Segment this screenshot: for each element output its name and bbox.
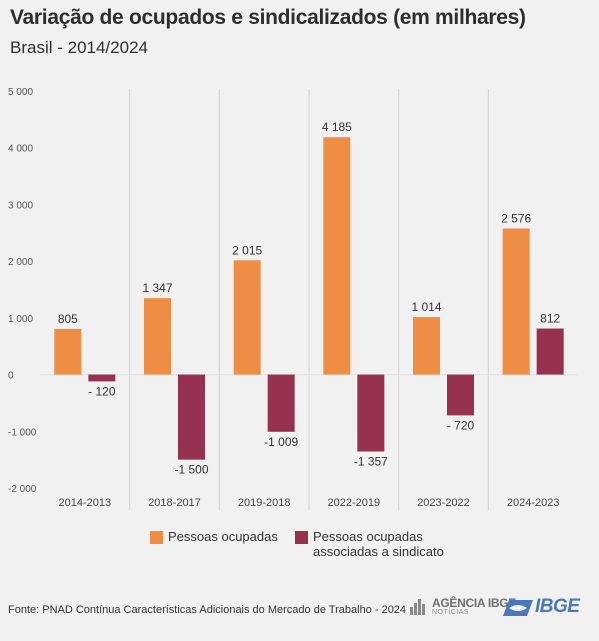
y-tick-label: 3 000: [8, 200, 33, 211]
y-tick-label: 0: [8, 371, 14, 382]
legend-swatch-ocupadas: [150, 531, 163, 544]
y-tick-label: 4 000: [8, 144, 33, 155]
ibge-logo: IBGE: [503, 596, 593, 620]
bar-sindicalizados: [178, 374, 205, 460]
bar-sindicalizados: [267, 374, 295, 432]
ibge-logo-icon: [503, 600, 533, 616]
agencia-logo-icon: [410, 599, 425, 615]
legend-label-sindicalizados-line1: Pessoas ocupadas: [313, 529, 423, 544]
data-label-ocupadas: 2 015: [232, 243, 262, 257]
bar-ocupadas: [233, 260, 261, 375]
chart-title: Variação de ocupados e sindicalizados (e…: [10, 6, 526, 29]
legend-swatch-sindicalizados: [295, 531, 308, 544]
data-label-ocupadas: 1 014: [411, 300, 441, 314]
data-label-sindicalizados: - 120: [88, 384, 116, 398]
x-tick-label: 2024-2023: [507, 497, 560, 509]
x-tick-label: 2018-2017: [148, 497, 201, 509]
bar-sindicalizados: [447, 374, 474, 416]
x-tick-label: 2022-2019: [328, 497, 381, 509]
source-note: Fonte: PNAD Contínua Características Adi…: [8, 604, 407, 616]
data-label-ocupadas: 4 185: [322, 120, 352, 134]
bar-ocupadas: [323, 137, 351, 375]
bar-ocupadas: [502, 228, 530, 375]
y-tick-label: 1 000: [8, 314, 33, 325]
bar-ocupadas: [54, 328, 82, 375]
agencia-logo-sub: NOTÍCIAS: [432, 609, 470, 616]
bar-sindicalizados: [536, 328, 564, 375]
legend-label-ocupadas: Pessoas ocupadas: [168, 529, 278, 544]
data-label-ocupadas: 1 347: [142, 281, 172, 295]
agencia-logo-name: AGÊNCIA IBGE: [432, 596, 516, 610]
x-tick-label: 2014-2013: [59, 497, 112, 509]
data-label-sindicalizados: -1 009: [264, 435, 298, 449]
x-tick-label: 2019-2018: [238, 497, 291, 509]
ibge-logo-name: IBGE: [535, 596, 580, 617]
y-tick-label: -2 000: [8, 484, 37, 495]
data-label-sindicalizados: 812: [540, 312, 560, 326]
data-label-sindicalizados: - 720: [447, 418, 475, 432]
data-label-ocupadas: 805: [58, 312, 78, 326]
x-tick-label: 2023-2022: [417, 497, 470, 509]
bar-ocupadas: [413, 317, 440, 375]
legend-label-sindicalizados-line2: associadas a sindicato: [313, 544, 444, 559]
agencia-ibge-logo: AGÊNCIA IBGE NOTÍCIAS: [410, 596, 516, 620]
bar-sindicalizados: [357, 374, 385, 452]
y-tick-label: -1 000: [8, 427, 37, 438]
y-tick-label: 2 000: [8, 257, 33, 268]
bar-ocupadas: [144, 298, 171, 375]
y-tick-label: 5 000: [8, 87, 33, 98]
data-label-ocupadas: 2 576: [501, 211, 531, 225]
chart-subtitle: Brasil - 2014/2024: [10, 38, 148, 57]
bar-sindicalizados: [88, 374, 116, 382]
data-label-sindicalizados: -1 357: [354, 455, 388, 469]
data-label-sindicalizados: -1 500: [174, 463, 208, 477]
